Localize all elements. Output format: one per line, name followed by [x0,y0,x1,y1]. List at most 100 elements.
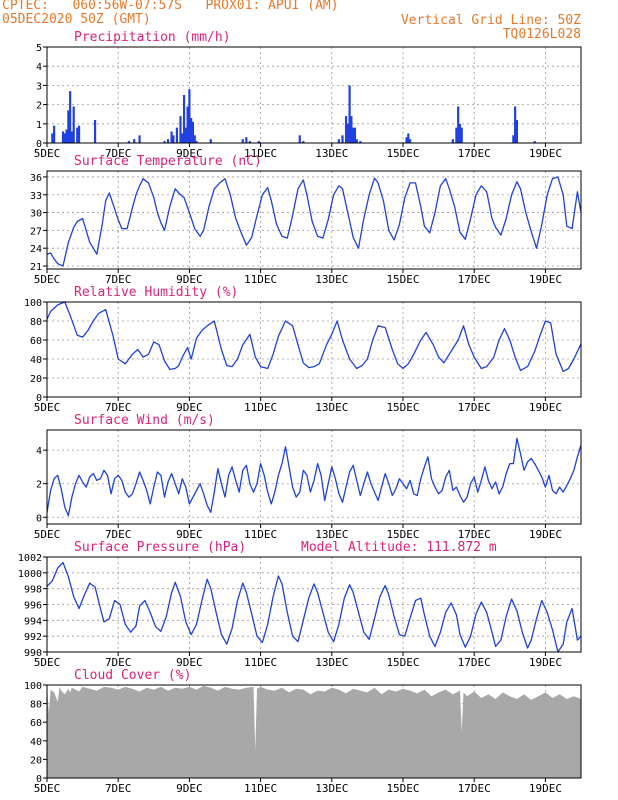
y-tick-label: 24 [30,244,42,255]
pressure-title: Surface Pressure (hPa) [74,540,246,555]
precip-bar [241,139,244,143]
precip-bar [352,127,355,143]
x-tick-label: 11DEC [244,656,277,669]
y-tick-label: 1 [36,120,42,131]
y-tick-label: 80 [30,317,42,328]
x-tick-label: 7DEC [105,782,132,795]
precip-bar [76,127,79,143]
precip-bar [195,141,198,143]
header-line1-right: Vertical Grid Line: 50Z [400,13,581,28]
precip-title: Precipitation (mm/h) [74,30,231,45]
x-tick-label: 5DEC [34,147,61,160]
y-tick-label: 990 [24,648,42,659]
y-tick-label: 998 [24,585,42,596]
x-tick-label: 9DEC [176,782,203,795]
y-tick-label: 60 [30,718,42,729]
x-tick-label: 13DEC [315,656,348,669]
x-tick-label: 17DEC [458,273,491,286]
x-tick-label: 9DEC [176,401,203,414]
x-tick-label: 15DEC [386,528,419,541]
y-tick-label: 30 [30,209,42,220]
precip-bar [533,141,536,143]
precip-bar [186,106,189,143]
precip-bar [69,91,72,143]
y-tick-label: 0 [36,774,42,785]
precip-bar [353,127,357,143]
precip-bar [337,139,341,143]
y-tick-label: 33 [30,191,42,202]
x-tick-label: 9DEC [176,528,203,541]
precip-bar [61,131,65,143]
precip-bar [409,139,412,143]
rh-frame [46,301,582,398]
x-tick-label: 9DEC [176,147,203,160]
precip-bar [193,135,196,143]
precip-bar [77,125,81,143]
x-tick-label: 15DEC [386,656,419,669]
y-tick-label: 60 [30,336,42,347]
precip-bar [70,131,74,143]
precip-bar [184,127,187,143]
y-tick-label: 992 [24,632,42,643]
precip-bar [182,95,186,143]
precip-bar [346,123,349,143]
y-tick-label: 36 [30,173,42,184]
y-tick-label: 20 [30,755,42,766]
x-tick-label: 15DEC [386,273,419,286]
y-tick-label: 4 [36,62,42,73]
y-tick-label: 100 [24,298,42,309]
precip-bar [179,116,182,143]
y-tick-label: 100 [24,681,42,692]
cloud-frame [46,684,582,779]
y-tick-label: 27 [30,226,42,237]
precip-bar [63,133,66,143]
precip-bar [127,141,130,143]
rh-title: Relative Humidity (%) [74,285,238,300]
x-tick-label: 15DEC [386,401,419,414]
x-tick-label: 15DEC [386,147,419,160]
x-tick-label: 11DEC [244,401,277,414]
precip-bar [163,141,166,143]
y-tick-label: 1002 [18,553,42,564]
y-tick-label: 4 [36,446,42,457]
precip-bar [457,106,460,143]
precip-bar [170,131,173,143]
y-tick-label: 2 [36,101,42,112]
precip-bar [460,127,463,143]
x-tick-label: 5DEC [34,782,61,795]
precip-bar [133,139,136,143]
precip-bar [350,116,353,143]
y-tick-label: 2 [36,480,42,491]
temp-title: Surface Temperature (nC) [74,154,262,169]
y-tick-label: 0 [36,139,42,150]
x-tick-label: 13DEC [315,528,348,541]
x-tick-label: 13DEC [315,147,348,160]
header-line1-left: CPTEC: 060:56W-07:57S PROX01: APUI (AM) [2,0,339,13]
precip-bar [298,135,301,143]
precip-bar [451,139,454,143]
precip-bar [341,135,344,143]
precip-bar [166,139,170,143]
x-tick-label: 7DEC [105,656,132,669]
temp-frame [46,170,582,270]
pressure-annotation: Model Altitude: 111.872 m [301,540,497,555]
x-tick-label: 7DEC [105,273,132,286]
precip-bar [455,127,458,143]
wind-title: Surface Wind (m/s) [74,413,215,428]
x-tick-label: 9DEC [176,273,203,286]
precip-bar [515,119,519,143]
cloud-cover-area [47,685,581,778]
temp-series-line [46,176,582,267]
x-tick-label: 17DEC [458,528,491,541]
cloud-title: Cloud Cover (%) [74,668,191,683]
y-tick-label: 5 [36,43,42,54]
x-tick-label: 19DEC [529,147,562,160]
y-tick-label: 3 [36,81,42,92]
x-tick-label: 13DEC [315,401,348,414]
precip-bar [191,121,195,143]
x-tick-label: 19DEC [529,656,562,669]
y-tick-label: 996 [24,601,42,612]
x-tick-label: 7DEC [105,147,132,160]
precip-frame [46,46,582,144]
x-tick-label: 17DEC [458,147,491,160]
